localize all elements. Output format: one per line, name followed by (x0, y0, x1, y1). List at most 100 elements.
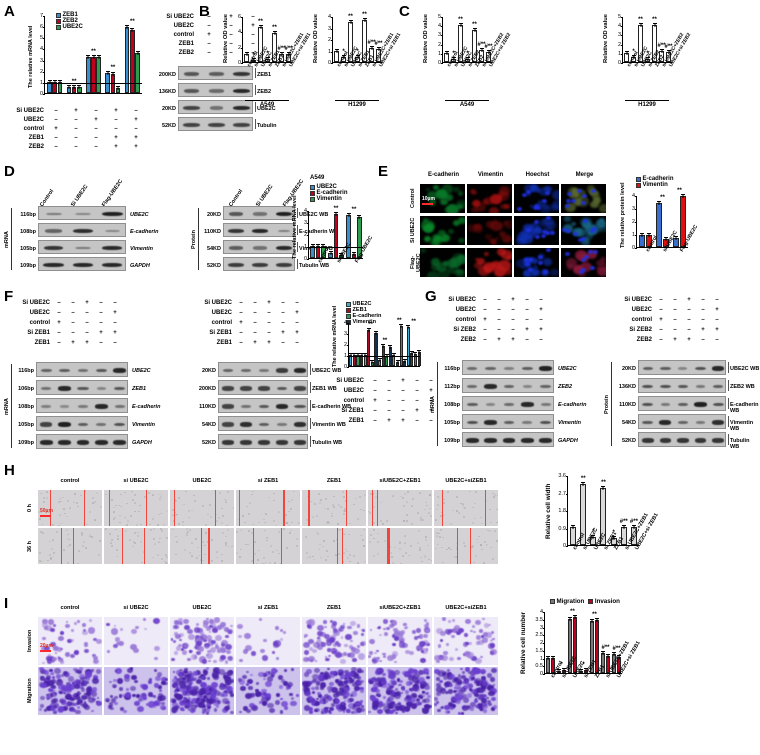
tw-stained-cell (40, 696, 45, 701)
wh-cell-speck (184, 549, 186, 551)
wh-cell-speck (270, 545, 272, 547)
wh-cell-speck (113, 511, 115, 513)
gel-lane-row (38, 206, 126, 220)
wh-column-header: control (38, 478, 102, 484)
tw-stained-cell (269, 708, 275, 713)
tw-stained-cell (205, 646, 208, 649)
tw-stained-cell (77, 706, 80, 709)
chart-bar-group: ** (407, 323, 421, 366)
error-bar-cap (571, 525, 575, 526)
condition-row-label: Si ZEB2 (432, 327, 476, 333)
wh-cell-speck (225, 536, 227, 538)
gel-size-label: 200KD (188, 386, 216, 392)
condition-row-label: ZEB1 (322, 418, 364, 424)
gel-band (522, 421, 532, 424)
wh-cell-speck (293, 491, 295, 493)
error-bar-cap (612, 652, 616, 653)
wh-cell-speck (116, 549, 118, 551)
tw-stained-cell (73, 668, 77, 672)
condition-value: – (80, 320, 94, 326)
if-cell-blob (517, 232, 528, 241)
gel-size-label: 116bp (8, 212, 36, 218)
wh-cell-speck (353, 504, 355, 506)
condition-value: – (108, 300, 122, 306)
if-nucleus (565, 252, 570, 256)
panel-g-condition-table-protein: Si UBE2C – – + – – UBE2C – – – – + control + – – – – Si ZE… (608, 297, 726, 357)
wh-cell-speck (218, 517, 220, 519)
tw-stained-cell (227, 629, 232, 634)
gel-band (276, 440, 288, 444)
tw-stained-cell (225, 660, 229, 663)
error-bar-cap (473, 28, 477, 29)
error-bar-cap (551, 656, 555, 657)
wh-cell-speck (484, 541, 486, 543)
wh-cell-speck (178, 523, 180, 525)
tw-stained-cell (394, 692, 401, 698)
wh-cell-speck (239, 556, 241, 558)
tw-stained-cell (418, 702, 421, 705)
tw-stained-cell (94, 659, 98, 662)
gel-size-label: 110KD (608, 402, 636, 408)
gel-lane-header: Flag-UBE2C (101, 179, 124, 208)
tw-stained-cell (204, 673, 207, 676)
gel-band (210, 106, 224, 109)
wh-cell-speck (227, 491, 229, 493)
wh-cell-speck (363, 545, 365, 547)
tw-stained-cell (127, 668, 133, 673)
tw-stained-cell (460, 668, 463, 671)
condition-value: – (668, 307, 682, 313)
tw-stained-cell (341, 636, 344, 638)
tw-stained-cell (42, 637, 45, 640)
tw-stained-cell (316, 681, 320, 684)
significance-marker: ** (111, 65, 116, 71)
gel-band (241, 369, 251, 372)
gel-band (660, 367, 670, 371)
panel-b-chart-h1299: 0 1 2 3 4 * ** * ** #** #** Relative OD value contro… (315, 14, 395, 114)
tw-stained-cell (312, 700, 316, 703)
gel-gene-label: GAPDH (558, 438, 578, 444)
if-cell-blob (458, 191, 463, 195)
gel-band (677, 438, 689, 442)
gel-band (504, 403, 514, 406)
wh-cell-speck (332, 504, 334, 506)
error-bar-cap (335, 49, 339, 50)
wh-cell-speck (320, 557, 322, 559)
gel-band (467, 385, 477, 388)
tw-stained-cell (96, 669, 101, 674)
if-cell-blob (458, 238, 464, 243)
tw-stained-cell (340, 659, 346, 664)
wh-cell-speck (236, 531, 238, 533)
wh-cell-speck (412, 498, 414, 500)
gel-band (102, 212, 123, 217)
tw-stained-cell (203, 620, 208, 625)
wh-cell-speck (53, 552, 55, 554)
chart-ylabel: Relative cell number (520, 612, 527, 674)
wh-cell-speck (419, 492, 421, 494)
gel-side-bracket (11, 364, 12, 448)
if-cell-blob (441, 234, 451, 242)
wh-cell-speck (402, 555, 404, 557)
wh-cell-speck (288, 501, 290, 503)
tw-stained-cell (198, 702, 204, 708)
panel-a-plot: 01234567******** (44, 16, 142, 94)
gel-size-label: 20KD (608, 366, 636, 372)
tw-stained-cell (239, 679, 245, 685)
tw-stained-cell (66, 621, 69, 624)
tw-stained-cell (370, 629, 373, 631)
wound-edge-line (208, 528, 209, 564)
wh-cell-speck (428, 512, 430, 514)
tw-stained-cell (248, 686, 252, 690)
tw-stained-cell (194, 677, 197, 680)
tw-stained-cell (230, 679, 234, 682)
tw-stained-cell (96, 639, 101, 644)
tw-stained-cell (360, 689, 364, 693)
gel-side-bracket (611, 362, 612, 446)
wh-cell-speck (310, 501, 312, 503)
gel-gene-label: E-cadherin (132, 404, 160, 410)
wh-cell-speck (404, 535, 406, 537)
wh-cell-speck (476, 539, 478, 541)
if-cell-blob (552, 190, 559, 200)
wh-cell-speck (489, 509, 491, 511)
condition-value: – (506, 317, 520, 323)
wh-cell-speck (115, 505, 117, 507)
